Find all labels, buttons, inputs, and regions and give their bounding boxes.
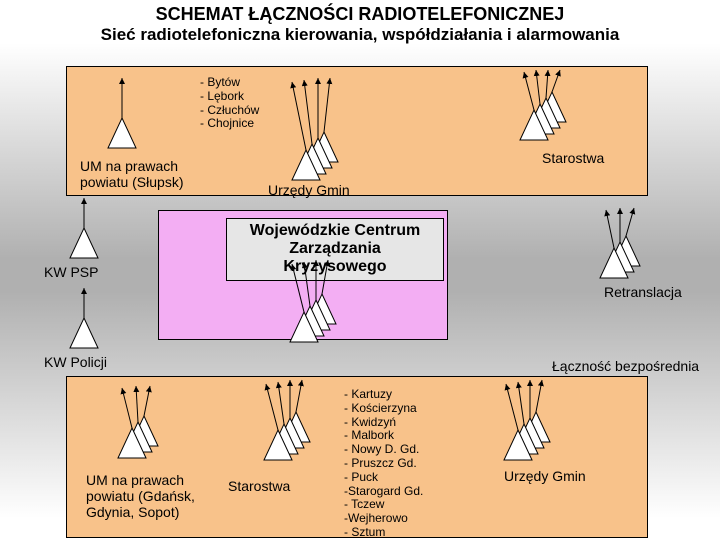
list-item: - Nowy D. Gd. (344, 443, 423, 457)
list-item: - Kościerzyna (344, 402, 423, 416)
list-item: - Człuchów (200, 104, 259, 118)
bottom-list: - Kartuzy - Kościerzyna - Kwidzyń - Malb… (344, 388, 423, 540)
kw-psp-label: KW PSP (44, 264, 98, 280)
list-item: - Malbork (344, 429, 423, 443)
top-list: - Bytów - Lębork - Człuchów - Chojnice (200, 76, 259, 131)
list-item: -Starogard Gd. (344, 485, 423, 499)
urzedy-gmin-bottom-label: Urzędy Gmin (504, 468, 586, 484)
list-item: -Wejherowo (344, 512, 423, 526)
lacznosc-label: Łączność bezpośrednia (552, 358, 699, 374)
list-item: - Kartuzy (344, 388, 423, 402)
list-item: - Tczew (344, 498, 423, 512)
list-item: - Lębork (200, 90, 259, 104)
um-slupsk-label: UM na prawach powiatu (Słupsk) (80, 158, 184, 190)
starostwa-bottom-label: Starostwa (228, 478, 290, 494)
urzedy-gmin-top-label: Urzędy Gmin (268, 182, 350, 198)
list-item: - Bytów (200, 76, 259, 90)
retranslacja-label: Retranslacja (604, 284, 682, 300)
list-item: - Sztum (344, 526, 423, 540)
um-gdansk-label: UM na prawach powiatu (Gdańsk, Gdynia, S… (86, 472, 195, 520)
kw-policji-label: KW Policji (44, 354, 107, 370)
list-item: - Puck (344, 471, 423, 485)
list-item: - Chojnice (200, 117, 259, 131)
list-item: - Pruszcz Gd. (344, 457, 423, 471)
list-item: - Kwidzyń (344, 416, 423, 430)
starostwa-top-label: Starostwa (542, 150, 604, 166)
